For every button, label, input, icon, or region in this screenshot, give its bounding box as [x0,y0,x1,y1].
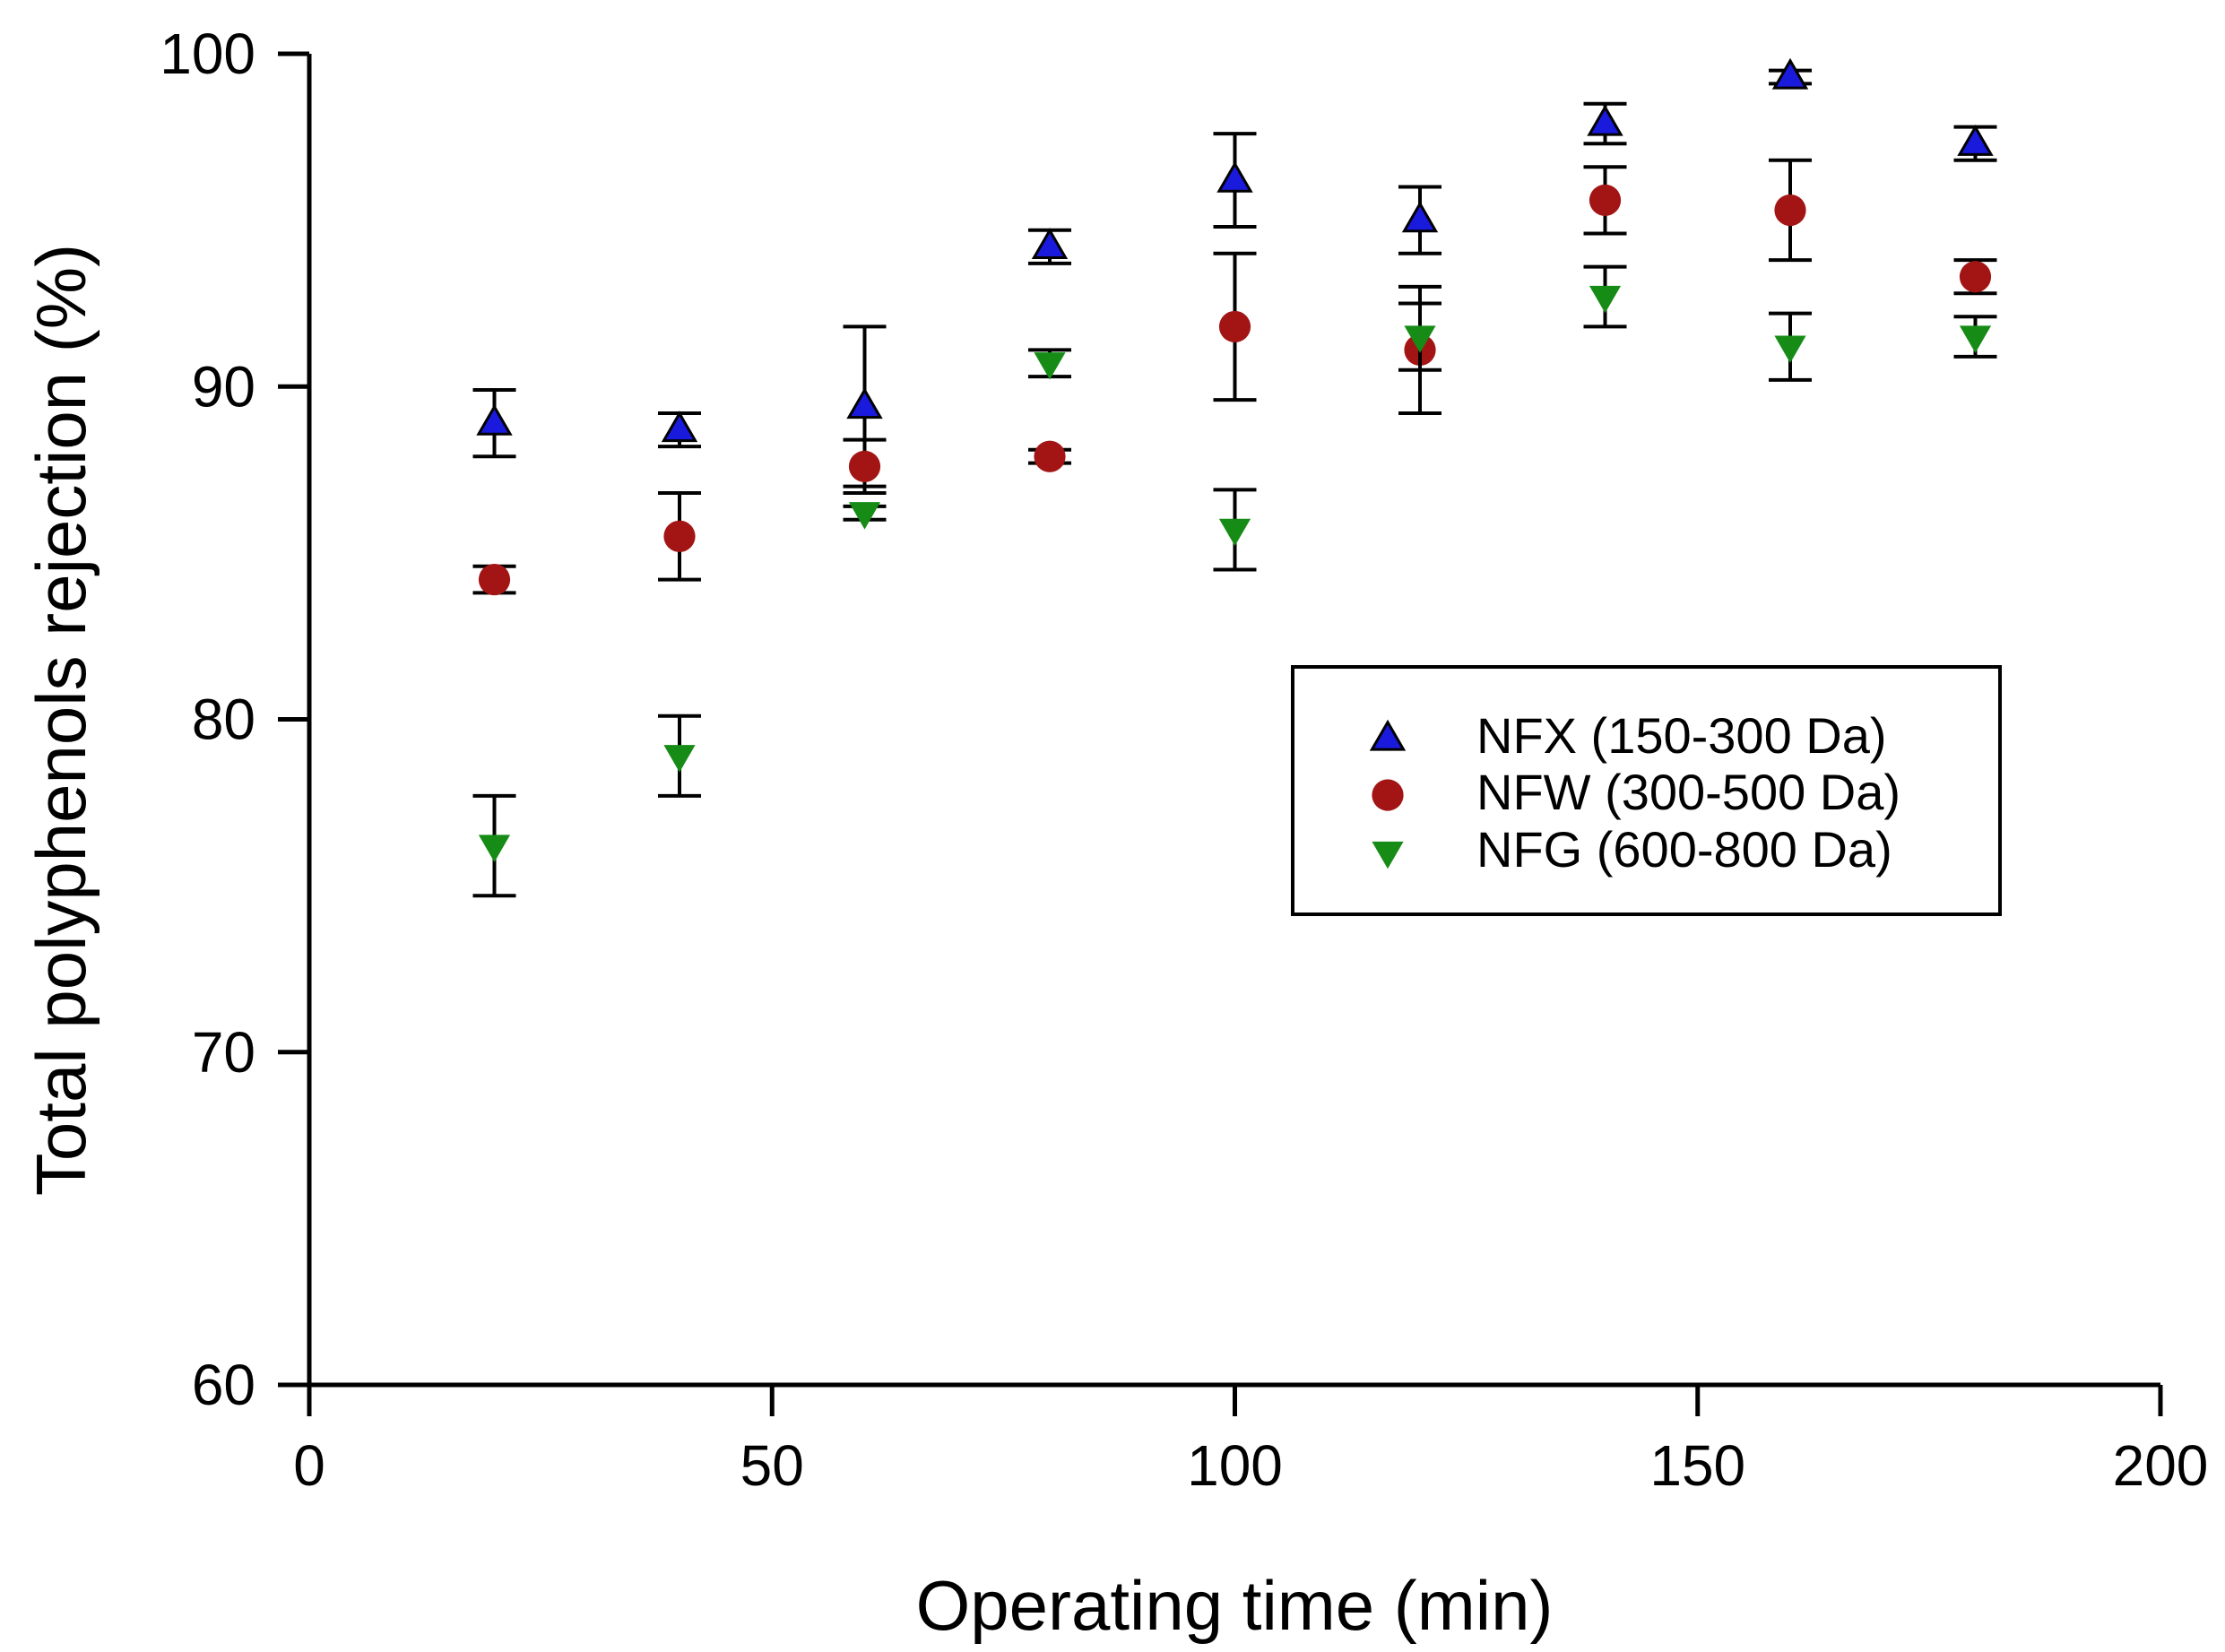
data-point-nfg [1959,325,1992,353]
data-point-nfx [476,403,513,436]
legend-marker-nfw [1372,779,1404,811]
data-point-nfw [663,520,696,552]
y-tick-label: 60 [192,1353,255,1417]
data-point-nfg [1404,325,1436,353]
legend-box [1291,665,2002,916]
x-tick-label: 200 [2113,1433,2209,1498]
data-point-nfx [1587,104,1623,136]
plot-series [472,57,1997,898]
y-axis-title: Total polyphenols rejection (%) [22,244,100,1196]
x-tick-label: 50 [740,1433,804,1498]
data-point-nfw [1959,261,1992,293]
legend-label-nfg: NFG (600-800 Da) [1476,821,1892,878]
legend: NFX (150-300 Da) NFW (300-500 Da) NFG (6… [1291,665,2002,916]
data-point-nfg [1589,285,1622,314]
legend-marker-nfx [1369,719,1407,751]
y-tick-label: 70 [192,1020,255,1085]
legend-marker-nfg [1372,841,1404,869]
data-point-nfg [663,745,696,773]
x-tick-label: 100 [1187,1433,1283,1498]
legend-label-nfw: NFW (300-500 Da) [1476,764,1900,820]
data-point-nfw [1774,194,1806,227]
data-point-nfw [1218,310,1251,343]
data-point-nfw [1034,440,1066,472]
series-nfg [472,264,1997,898]
data-point-nfw [1589,184,1622,216]
data-point-nfg [1774,335,1806,363]
data-point-nfx [661,411,698,443]
data-point-nfx [1401,201,1439,233]
data-point-nfx [1957,125,1994,156]
data-point-nfx [846,387,883,419]
data-point-nfg [1218,518,1251,547]
y-tick-label: 100 [160,22,255,86]
data-point-nfx [1216,160,1253,193]
y-tick-label: 80 [192,688,255,752]
x-ticks: 0 50 100 150 200 [293,1385,2208,1498]
x-axis-title: Operating time (min) [916,1566,1554,1645]
x-tick-label: 0 [293,1433,325,1498]
data-point-nfw [848,450,881,482]
y-ticks: 60 70 80 90 100 [160,22,309,1417]
data-point-nfg [848,502,881,530]
data-point-nfx [1771,57,1809,90]
axes: 0 50 100 150 200 60 70 80 90 100 [160,22,2208,1498]
legend-markers [1369,719,1407,869]
data-point-nfw [478,563,511,596]
data-point-nfx [1031,228,1069,259]
legend-label-nfx: NFX (150-300 Da) [1476,707,1887,764]
data-point-nfg [1034,352,1066,380]
x-tick-label: 150 [1649,1433,1745,1498]
y-tick-label: 90 [192,354,255,419]
data-point-nfg [478,835,511,862]
